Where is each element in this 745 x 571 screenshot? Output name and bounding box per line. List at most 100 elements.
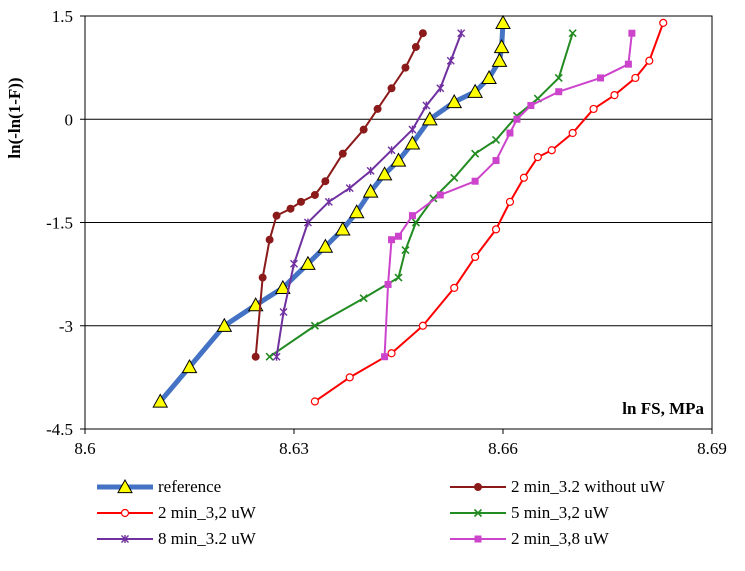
data-point xyxy=(457,29,466,38)
data-point xyxy=(446,94,463,109)
data-point xyxy=(491,52,508,67)
legend-item: 5 min_3,2 uW xyxy=(448,502,609,524)
legend-label: reference xyxy=(158,477,222,496)
data-point xyxy=(471,177,479,185)
data-point xyxy=(418,321,427,330)
x-axis-label: ln FS, MPa xyxy=(622,399,704,418)
data-point xyxy=(481,69,497,85)
y-axis-label: ln(-ln(1-F)) xyxy=(5,77,24,158)
data-point xyxy=(422,111,438,126)
data-point xyxy=(645,56,654,65)
legend-item: 2 min_3,8 uW xyxy=(448,528,609,550)
data-point xyxy=(251,352,260,361)
data-point xyxy=(390,152,407,167)
data-point xyxy=(265,235,274,244)
data-point xyxy=(348,204,365,219)
data-point xyxy=(418,29,427,38)
data-point xyxy=(366,166,375,175)
data-point xyxy=(436,84,445,93)
x-tick-label: 8.66 xyxy=(488,439,518,458)
data-point xyxy=(450,173,459,182)
data-point xyxy=(321,177,330,186)
legend-label: 2 min_3.2 without uW xyxy=(511,477,665,496)
data-point xyxy=(272,352,281,361)
data-point xyxy=(631,73,640,83)
data-point xyxy=(279,307,288,316)
data-point xyxy=(446,56,455,65)
legend-marker xyxy=(120,508,130,518)
x-tick-label: 8.6 xyxy=(74,439,95,458)
data-point xyxy=(404,135,421,150)
legend-label: 8 min_3.2 uW xyxy=(158,529,256,548)
data-point xyxy=(376,166,393,181)
data-point xyxy=(533,153,542,162)
data-point xyxy=(395,232,402,240)
data-point xyxy=(467,83,483,98)
data-point xyxy=(408,212,416,220)
data-point xyxy=(216,317,233,332)
data-point xyxy=(373,104,382,113)
legend-marker xyxy=(117,478,133,494)
data-point xyxy=(568,29,577,38)
data-point xyxy=(411,42,420,51)
data-point xyxy=(610,91,619,100)
data-point xyxy=(547,146,556,155)
data-point xyxy=(317,238,334,253)
x-tick-label: 8.63 xyxy=(279,439,309,458)
data-point xyxy=(624,60,632,68)
legend-swatch xyxy=(450,535,506,543)
data-point xyxy=(258,273,267,282)
data-point xyxy=(384,280,392,288)
data-point xyxy=(359,294,368,303)
data-point xyxy=(506,129,514,137)
data-point xyxy=(491,225,501,234)
data-point xyxy=(303,218,312,227)
data-point xyxy=(345,373,354,382)
data-point xyxy=(495,14,511,29)
data-point xyxy=(275,279,291,294)
data-point xyxy=(401,245,410,255)
data-point xyxy=(265,352,274,361)
legend-swatch xyxy=(97,508,153,518)
data-point xyxy=(381,353,389,361)
data-point xyxy=(359,125,368,134)
data-point xyxy=(589,104,598,114)
data-point xyxy=(401,63,410,72)
y-tick-label: -3 xyxy=(59,317,73,336)
legend-label: 5 min_3,2 uW xyxy=(511,503,609,522)
data-point xyxy=(388,236,396,244)
legend-swatch xyxy=(97,478,153,494)
data-point xyxy=(408,125,417,134)
data-point xyxy=(310,190,319,199)
legend: reference 2 min_3.2 without uW 2 min_3,2 u… xyxy=(0,462,745,567)
data-point xyxy=(519,173,529,182)
y-tick-label: -1.5 xyxy=(46,214,73,233)
data-point xyxy=(513,115,521,123)
y-tick-label: 0 xyxy=(65,110,74,129)
data-point xyxy=(554,73,563,83)
y-ticks: 1.5 0 -1.5 -3 -4.5 xyxy=(46,7,85,439)
data-point xyxy=(300,255,316,270)
legend-marker xyxy=(121,535,129,543)
data-point xyxy=(659,18,668,27)
legend-marker xyxy=(474,483,482,491)
data-point xyxy=(394,273,403,282)
data-point xyxy=(628,29,636,37)
legend-marker xyxy=(474,535,482,543)
series-2 xyxy=(310,18,668,406)
data-point xyxy=(310,397,319,406)
data-point xyxy=(286,204,295,213)
data-point xyxy=(527,101,535,109)
data-point xyxy=(334,221,351,236)
data-point xyxy=(493,38,510,54)
data-point xyxy=(338,149,347,158)
data-point xyxy=(310,321,319,330)
legend-swatch xyxy=(450,483,506,491)
data-point xyxy=(362,183,379,198)
data-point xyxy=(568,128,577,138)
data-point xyxy=(505,197,515,206)
data-point xyxy=(411,218,420,227)
y-tick-label: 1.5 xyxy=(52,7,73,26)
chart-svg: 1.5 0 -1.5 -3 -4.5 8.6 8.63 8.66 8.69 ln(-ln(1-… xyxy=(5,7,727,458)
data-point xyxy=(345,184,354,193)
